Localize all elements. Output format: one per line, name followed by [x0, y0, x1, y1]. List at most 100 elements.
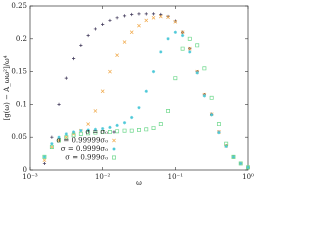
- point: [166, 15, 170, 19]
- point: [115, 129, 120, 134]
- point: [166, 109, 171, 113]
- legend-marker: [112, 138, 116, 143]
- point: [93, 109, 98, 113]
- point: [246, 165, 250, 169]
- point: [216, 122, 221, 127]
- point: [180, 30, 185, 35]
- point: [158, 122, 163, 127]
- legend-marker: [112, 130, 116, 134]
- legend-label: σ = 0.99999σ₀: [56, 137, 108, 145]
- point: [144, 127, 149, 132]
- point: [151, 70, 156, 74]
- point: [108, 130, 112, 134]
- point: [151, 126, 156, 130]
- point: [238, 161, 243, 166]
- x-tick-label: 10⁰: [242, 173, 254, 181]
- point: [151, 12, 156, 16]
- point: [166, 37, 170, 41]
- point: [137, 128, 141, 132]
- point: [108, 69, 112, 74]
- point: [42, 155, 47, 159]
- point: [144, 12, 148, 16]
- point: [137, 23, 141, 28]
- point: [159, 50, 163, 54]
- point: [71, 130, 76, 134]
- point: [188, 50, 192, 54]
- point: [181, 33, 185, 38]
- point: [115, 16, 119, 20]
- point: [217, 131, 221, 135]
- point: [239, 161, 243, 166]
- x-tick-label: 10⁻¹: [168, 173, 184, 181]
- point: [101, 22, 105, 26]
- legend-label: σ = σ₀: [85, 128, 108, 136]
- point: [180, 46, 185, 51]
- point: [86, 33, 90, 38]
- point: [195, 43, 200, 48]
- point: [231, 155, 236, 159]
- y-tick-label: 0.15: [11, 68, 27, 76]
- y-tick-label: 0: [23, 166, 27, 174]
- point: [224, 144, 228, 148]
- point: [173, 76, 178, 81]
- point: [57, 138, 61, 143]
- point: [50, 135, 54, 139]
- point: [42, 161, 47, 166]
- point: [122, 128, 127, 133]
- legend-marker: [112, 147, 116, 151]
- point: [64, 132, 68, 136]
- point: [86, 128, 90, 132]
- point: [129, 128, 134, 133]
- chart: ω [g(ω) − A_ωω²]/ω⁴ 0 0.05 0.1 0.15 0.2 0.25 1…: [3, 2, 254, 187]
- point: [71, 133, 76, 138]
- point: [100, 130, 105, 134]
- point: [79, 129, 83, 133]
- point: [122, 40, 127, 44]
- point: [151, 15, 156, 20]
- point: [50, 142, 54, 146]
- point: [137, 12, 141, 16]
- y-tick-label: 0.2: [16, 35, 27, 43]
- point: [100, 89, 105, 94]
- point: [57, 102, 61, 106]
- point: [64, 135, 69, 140]
- y-tick-label: 0.1: [16, 100, 27, 108]
- x-axis-label: ω: [136, 179, 142, 187]
- point: [115, 53, 119, 58]
- point: [42, 154, 47, 159]
- point: [64, 76, 68, 80]
- point: [93, 127, 97, 131]
- x-tick-label: 10⁻³: [22, 173, 38, 181]
- point: [173, 30, 177, 34]
- point: [130, 12, 134, 17]
- point: [144, 18, 149, 23]
- point: [209, 95, 214, 100]
- point: [57, 135, 61, 139]
- legend-label: σ = 0.999σ₀: [65, 154, 108, 162]
- point: [93, 130, 98, 135]
- point: [246, 165, 250, 170]
- point: [42, 158, 47, 163]
- point: [64, 135, 69, 140]
- point: [144, 89, 148, 93]
- point: [231, 154, 236, 159]
- point: [129, 30, 134, 35]
- point: [137, 106, 141, 110]
- point: [210, 113, 214, 117]
- legend-label: σ = 0.9999σ₀: [61, 145, 108, 153]
- y-tick-label: 0.25: [11, 2, 27, 10]
- point: [202, 66, 207, 71]
- point: [49, 145, 54, 149]
- point: [50, 145, 54, 149]
- point: [187, 46, 192, 51]
- point: [108, 125, 112, 129]
- point: [78, 131, 83, 136]
- y-tick-label: 0.05: [11, 133, 27, 141]
- point: [122, 121, 127, 125]
- point: [93, 27, 97, 31]
- point: [71, 56, 76, 61]
- point: [115, 123, 119, 127]
- legend-marker: [112, 155, 116, 160]
- point: [86, 131, 91, 136]
- point: [173, 19, 178, 24]
